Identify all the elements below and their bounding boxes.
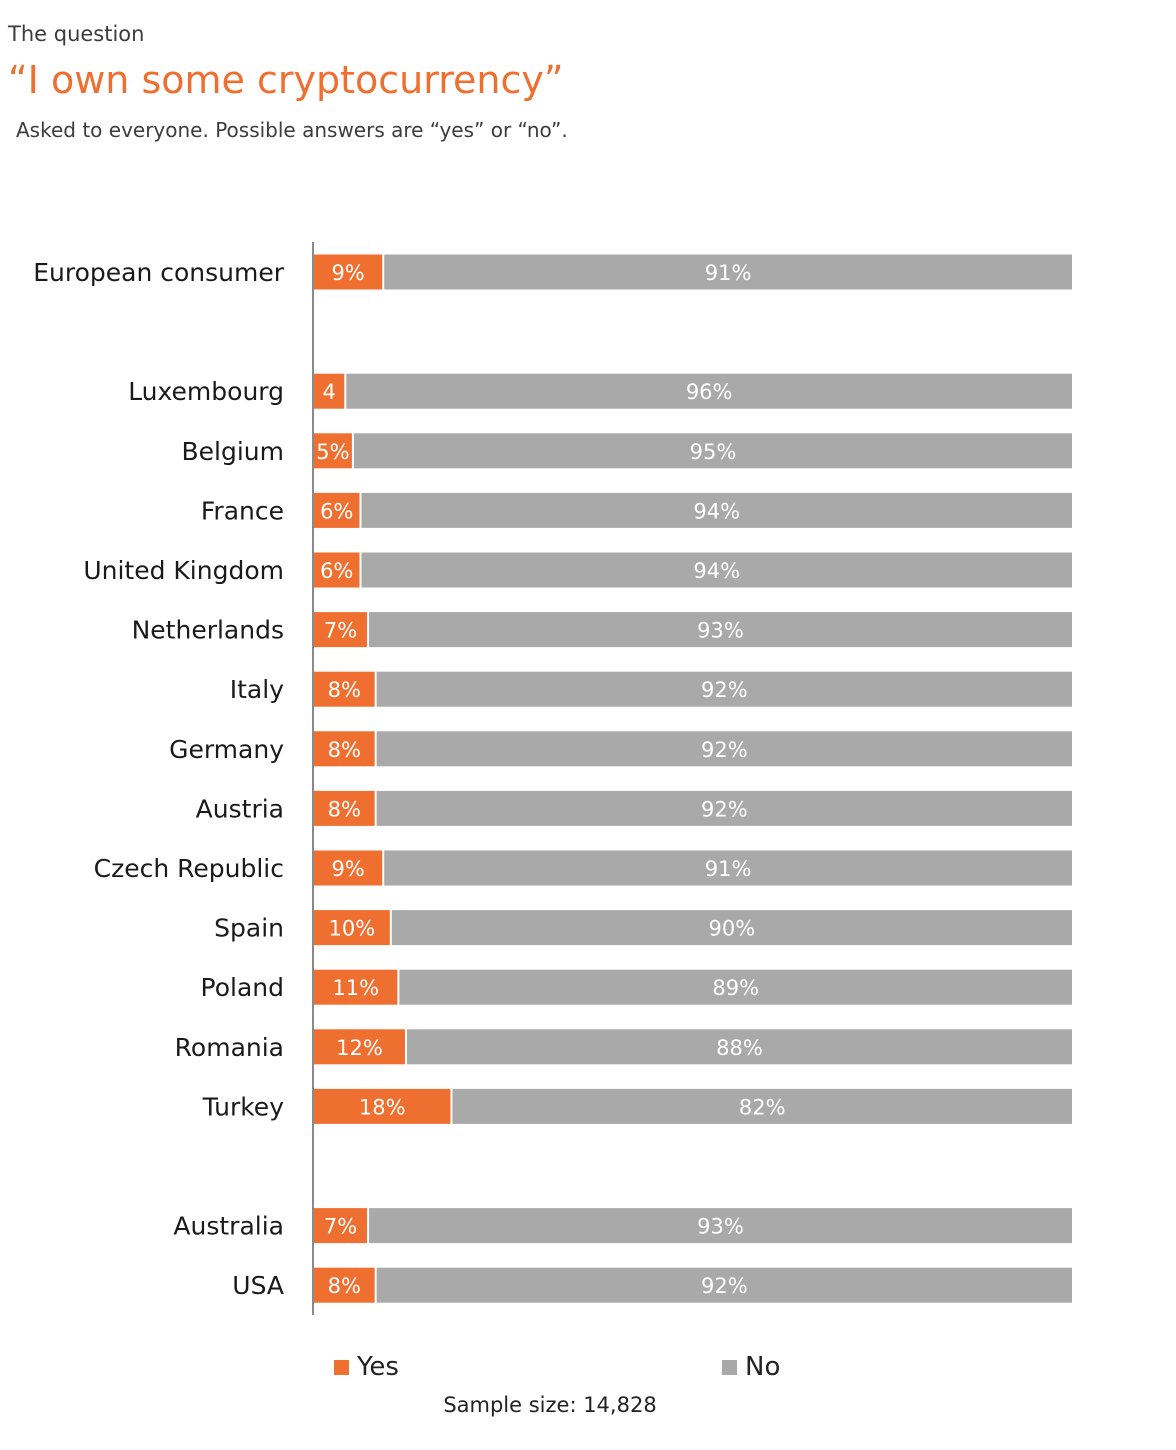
category-label: Turkey	[202, 1092, 285, 1121]
bar-no	[399, 969, 1072, 1005]
bar-yes	[314, 254, 383, 290]
bar-no	[384, 850, 1073, 886]
legend-label-yes: Yes	[357, 1352, 399, 1382]
data-label-no: 94%	[693, 499, 740, 523]
category-label: European consumer	[33, 258, 285, 287]
bar-no	[376, 731, 1072, 767]
data-label-no: 95%	[690, 440, 737, 464]
bar-yes	[314, 731, 375, 767]
data-label-no: 93%	[697, 1215, 744, 1239]
data-label-no: 90%	[709, 917, 756, 941]
category-label: Belgium	[182, 437, 285, 466]
data-label-no: 92%	[701, 678, 748, 702]
stacked-bar-chart: European consumer 9% 91% Luxembourg 4 96% Belg…	[33, 242, 1073, 1315]
data-label-yes: 4	[322, 380, 335, 404]
bar-yes	[314, 1208, 368, 1244]
bar-no	[376, 1267, 1072, 1303]
bar-yes	[314, 1029, 405, 1065]
data-label-no: 91%	[705, 261, 752, 285]
data-label-no: 92%	[701, 1274, 748, 1298]
bar-yes	[314, 790, 375, 826]
chart-title: “I own some cryptocurrency”	[8, 58, 564, 102]
bar-no	[361, 552, 1073, 588]
bar-no	[376, 790, 1072, 826]
data-label-no: 88%	[716, 1036, 763, 1060]
data-label-yes: 8%	[328, 1274, 361, 1298]
bar-yes	[314, 492, 360, 528]
sample-size-note: Sample size: 14,828	[443, 1393, 657, 1417]
category-label: USA	[232, 1271, 284, 1300]
bar-yes	[314, 612, 368, 648]
category-label: France	[201, 496, 284, 525]
data-label-no: 93%	[697, 619, 744, 643]
data-label-no: 94%	[693, 559, 740, 583]
legend-item-no: No	[722, 1352, 780, 1382]
bar-no	[376, 671, 1072, 707]
bar-no	[384, 254, 1073, 290]
data-label-yes: 8%	[328, 797, 361, 821]
bar-no	[361, 492, 1073, 528]
category-label: Luxembourg	[128, 377, 284, 406]
data-label-yes: 8%	[328, 738, 361, 762]
data-label-yes: 6%	[320, 499, 353, 523]
data-label-yes: 9%	[331, 261, 364, 285]
data-label-no: 92%	[701, 738, 748, 762]
data-label-no: 96%	[686, 380, 733, 404]
bar-yes	[314, 552, 360, 588]
category-label: Poland	[201, 973, 284, 1002]
bar-no	[391, 910, 1072, 946]
category-label: Romania	[175, 1033, 284, 1062]
data-label-no: 82%	[739, 1095, 786, 1119]
data-label-yes: 12%	[336, 1036, 383, 1060]
legend-item-yes: Yes	[334, 1352, 399, 1382]
bar-no	[346, 373, 1072, 409]
data-label-yes: 5%	[316, 440, 349, 464]
data-label-yes: 18%	[359, 1095, 406, 1119]
category-label: Czech Republic	[94, 854, 284, 883]
data-label-yes: 8%	[328, 678, 361, 702]
bar-yes	[314, 433, 352, 469]
data-label-yes: 7%	[324, 619, 357, 643]
category-label: Netherlands	[132, 616, 284, 645]
data-label-yes: 10%	[329, 917, 376, 941]
legend-label-no: No	[745, 1352, 781, 1382]
data-label-yes: 6%	[320, 559, 353, 583]
category-label: United Kingdom	[83, 556, 284, 585]
data-label-no: 92%	[701, 797, 748, 821]
category-label: Austria	[196, 794, 284, 823]
bar-yes	[314, 850, 383, 886]
bar-yes	[314, 969, 398, 1005]
bar-yes	[314, 1088, 451, 1124]
data-label-no: 91%	[705, 857, 752, 881]
category-label: Germany	[169, 735, 284, 764]
legend-swatch-no	[722, 1359, 737, 1375]
bar-yes	[314, 1267, 375, 1303]
bar-no	[369, 612, 1072, 648]
bar-yes	[314, 373, 345, 409]
data-label-yes: 11%	[332, 976, 379, 1000]
bar-yes	[314, 910, 390, 946]
chart-subtitle: Asked to everyone. Possible answers are …	[16, 118, 568, 142]
category-label: Australia	[173, 1212, 284, 1241]
bar-yes	[314, 671, 375, 707]
data-label-yes: 9%	[331, 857, 364, 881]
bar-no	[369, 1208, 1072, 1244]
data-label-yes: 7%	[324, 1215, 357, 1239]
data-label-no: 89%	[712, 976, 759, 1000]
bar-no	[452, 1088, 1072, 1124]
category-label: Italy	[230, 675, 284, 704]
legend-swatch-yes	[334, 1359, 349, 1375]
bar-no	[406, 1029, 1073, 1065]
bar-no	[353, 433, 1072, 469]
category-label: Spain	[214, 914, 284, 943]
chart-kicker: The question	[8, 22, 145, 46]
